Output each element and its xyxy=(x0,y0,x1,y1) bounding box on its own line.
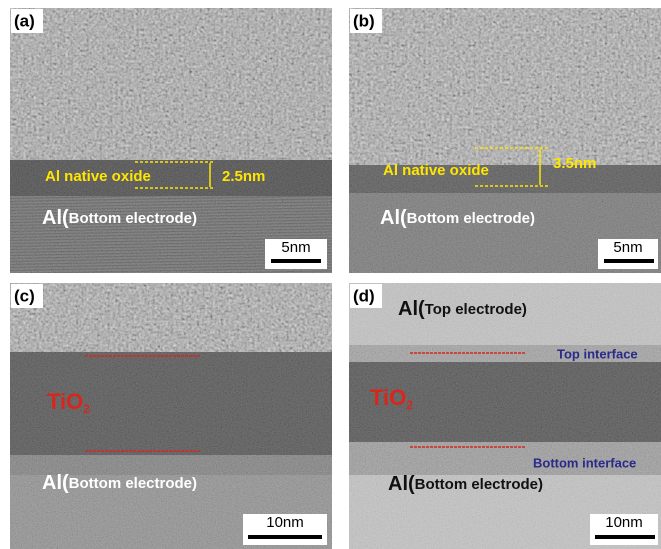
material-name: Al( xyxy=(42,472,69,494)
material: Al(Bottom electrode) xyxy=(380,207,535,229)
material-note: Top electrode) xyxy=(425,301,527,318)
layer-name: TiO xyxy=(370,385,406,410)
material-note: Bottom electrode) xyxy=(407,210,535,227)
top-material: Al(Top electrode) xyxy=(398,298,527,320)
thickness: 3.5nm xyxy=(553,155,596,172)
scale-label: 5nm xyxy=(613,239,642,256)
noise xyxy=(10,8,332,160)
panel-label: (c) xyxy=(14,286,35,305)
material: Al(Bottom electrode) xyxy=(42,207,197,229)
oxide-label: Al native oxide xyxy=(45,168,151,185)
scale-bar xyxy=(271,259,321,263)
panel-d: (d) Al(Top electrode) Top interface TiO2… xyxy=(349,283,661,549)
material: Al(Bottom electrode) xyxy=(42,472,197,494)
thickness: 2.5nm xyxy=(222,168,265,185)
layer-name: TiO xyxy=(47,389,83,414)
figure: (a) Al native oxide 2.5nm Al(Bottom elec… xyxy=(0,0,661,549)
panel-label: (d) xyxy=(353,286,375,305)
oxide-label: Al native oxide xyxy=(383,162,489,179)
scale-label: 10nm xyxy=(266,514,304,531)
material-note: Bottom electrode) xyxy=(69,475,197,492)
scale-label: 10nm xyxy=(605,514,643,531)
material-name: Al( xyxy=(398,298,425,320)
scale-bar xyxy=(604,259,654,263)
top-interface: Top interface xyxy=(557,346,638,361)
panel-label: (a) xyxy=(14,11,35,30)
panel-c: (c) TiO2 Al(Bottom electrode) 10nm xyxy=(10,283,332,549)
panel-b: (b) Al native oxide 3.5nm Al(Bottom elec… xyxy=(349,8,661,273)
layer-sub: 2 xyxy=(406,398,413,412)
material: Al(Bottom electrode) xyxy=(388,473,543,495)
material-note: Bottom electrode) xyxy=(69,210,197,227)
scale-label: 5nm xyxy=(281,239,310,256)
noise xyxy=(10,283,332,355)
noise xyxy=(349,8,661,168)
bottom-interface: Bottom interface xyxy=(533,455,636,470)
scale-bar xyxy=(248,535,322,539)
material-note: Bottom electrode) xyxy=(415,476,543,493)
panel-label: (b) xyxy=(353,11,375,30)
material-name: Al( xyxy=(388,473,415,495)
layer-sub: 2 xyxy=(83,402,90,416)
panel-a: (a) Al native oxide 2.5nm Al(Bottom elec… xyxy=(10,8,332,273)
material-name: Al( xyxy=(380,207,407,229)
material-name: Al( xyxy=(42,207,69,229)
scale-bar xyxy=(595,535,655,539)
